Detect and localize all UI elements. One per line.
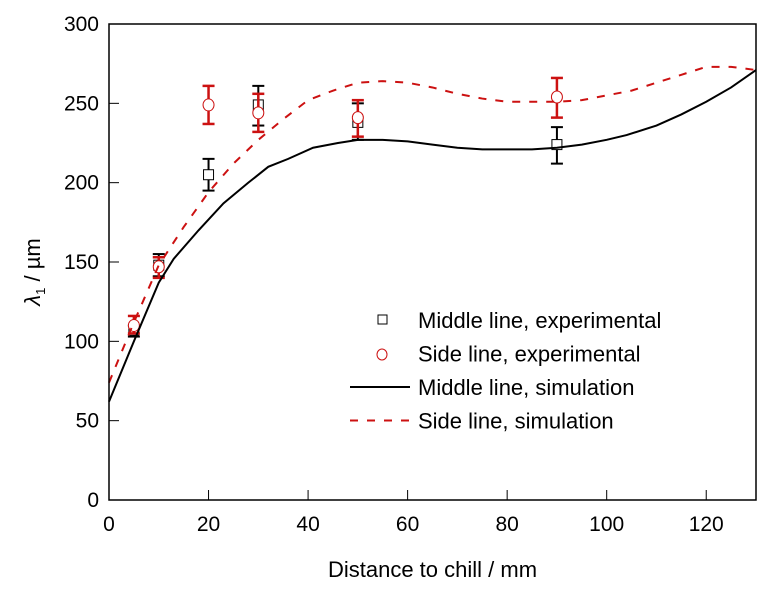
- legend: Middle line, experimental Side line, expe…: [350, 308, 661, 434]
- x-axis-title: Distance to chill / mm: [328, 557, 537, 582]
- series-side-line-experimental: [127, 76, 563, 335]
- x-tick-label: 120: [689, 513, 724, 536]
- y-axis-title-unit: / µm: [20, 238, 45, 287]
- x-tick-label: 0: [103, 513, 115, 536]
- x-tick-label: 100: [589, 513, 624, 536]
- data-point-circle: [550, 90, 563, 104]
- y-axis: 0 50 100 150 200 250 300: [64, 13, 119, 512]
- x-tick-label: 80: [495, 513, 518, 536]
- x-axis: 0 20 40 60 80 100 120: [103, 490, 724, 536]
- y-tick-label: 50: [76, 410, 99, 433]
- data-point-circle: [252, 106, 265, 120]
- legend-label: Middle line, simulation: [418, 375, 634, 400]
- y-axis-title-subscript: 1: [33, 288, 48, 295]
- x-tick-label: 20: [197, 513, 220, 536]
- y-tick-label: 150: [64, 251, 99, 274]
- legend-item: Side line, simulation: [350, 409, 614, 434]
- plot-area: [108, 65, 757, 403]
- y-axis-title: λ1 / µm: [20, 238, 48, 306]
- y-tick-label: 300: [64, 13, 99, 36]
- y-tick-label: 200: [64, 172, 99, 195]
- data-point-square: [551, 139, 563, 151]
- y-tick-label: 250: [64, 92, 99, 115]
- series-middle-line-simulation: [108, 69, 757, 403]
- series-line: [108, 69, 757, 403]
- legend-item: Middle line, simulation: [350, 375, 634, 400]
- series-side-line-simulation: [108, 65, 757, 383]
- x-tick-label: 60: [396, 513, 419, 536]
- legend-label: Middle line, experimental: [418, 308, 661, 333]
- y-axis-title-symbol: λ: [20, 295, 45, 307]
- data-point-square: [203, 169, 215, 181]
- series-line: [108, 65, 757, 383]
- y-tick-label: 100: [64, 330, 99, 353]
- x-tick-label: 40: [296, 513, 319, 536]
- legend-label: Side line, simulation: [418, 409, 614, 434]
- legend-square-icon: [377, 314, 388, 325]
- legend-circle-icon: [376, 348, 388, 361]
- legend-label: Side line, experimental: [418, 342, 641, 367]
- series-middle-line-experimental: [127, 84, 563, 338]
- legend-item: Middle line, experimental: [377, 308, 661, 333]
- legend-item: Side line, experimental: [376, 342, 641, 367]
- data-point-circle: [202, 98, 215, 112]
- data-point-circle: [351, 111, 364, 125]
- y-tick-label: 0: [87, 489, 99, 512]
